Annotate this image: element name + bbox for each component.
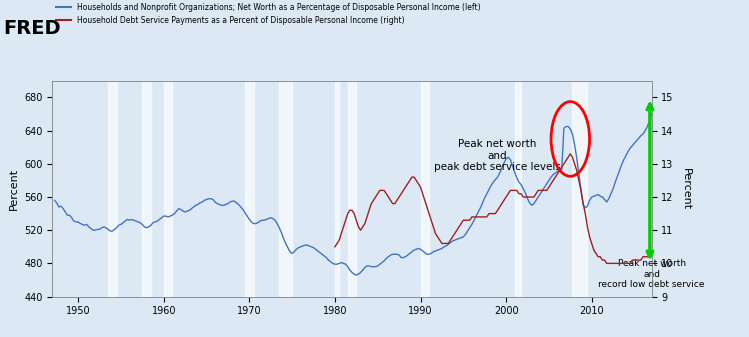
Bar xyxy=(164,81,172,297)
Y-axis label: Percent: Percent xyxy=(8,167,19,210)
Legend: Households and Nonprofit Organizations; Net Worth as a Percentage of Disposable : Households and Nonprofit Organizations; … xyxy=(52,0,484,28)
Bar xyxy=(348,81,357,297)
Y-axis label: Percent: Percent xyxy=(680,167,691,210)
Bar xyxy=(515,81,521,297)
Bar xyxy=(279,81,292,297)
Text: Peak net worth
and
record low debt service: Peak net worth and record low debt servi… xyxy=(598,259,705,289)
Bar xyxy=(108,81,117,297)
Text: FRED: FRED xyxy=(4,19,61,37)
Bar xyxy=(572,81,587,297)
Bar xyxy=(142,81,151,297)
Bar xyxy=(245,81,254,297)
Bar xyxy=(335,81,339,297)
Text: Peak net worth
and
peak debt service levels: Peak net worth and peak debt service lev… xyxy=(434,139,561,172)
Bar xyxy=(420,81,429,297)
